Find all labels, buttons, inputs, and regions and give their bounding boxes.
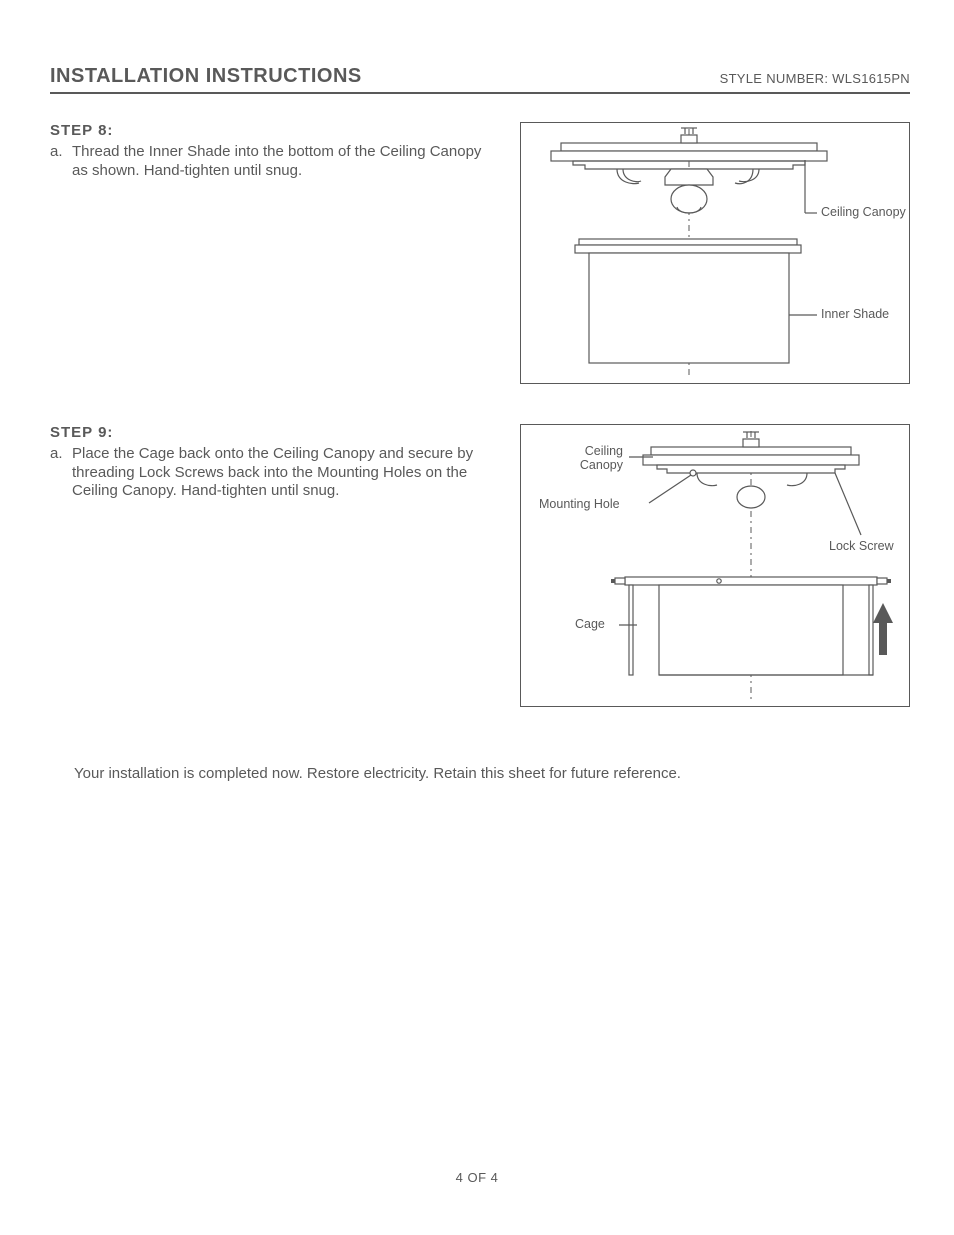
step9-label-cage: Cage <box>575 617 605 631</box>
step8-diagram: Ceiling Canopy Inner Shade <box>520 122 910 384</box>
style-number: STYLE NUMBER: WLS1615PN <box>720 71 910 88</box>
step9-label-ceiling-canopy: Ceiling Canopy <box>539 444 623 473</box>
step8-text: Thread the Inner Shade into the bottom o… <box>72 143 500 181</box>
step9-diagram: Ceiling Canopy Mounting Hole Cage Lock S… <box>520 424 910 707</box>
header-rule <box>50 92 910 94</box>
step9-label-lock-screw: Lock Screw <box>829 539 894 553</box>
completion-text: Your installation is completed now. Rest… <box>74 765 910 782</box>
step9-bullet: a. <box>50 445 72 501</box>
step9-label-mounting-hole: Mounting Hole <box>539 497 620 511</box>
step8-label-inner-shade: Inner Shade <box>821 307 889 321</box>
step8-label-ceiling-canopy: Ceiling Canopy <box>821 205 906 219</box>
step8-title: STEP 8: <box>50 122 500 141</box>
page-title: INSTALLATION INSTRUCTIONS <box>50 65 362 88</box>
step8-bullet: a. <box>50 143 72 181</box>
step9-title: STEP 9: <box>50 424 500 443</box>
page-number: 4 OF 4 <box>0 1170 954 1185</box>
step9-text: Place the Cage back onto the Ceiling Can… <box>72 445 500 501</box>
